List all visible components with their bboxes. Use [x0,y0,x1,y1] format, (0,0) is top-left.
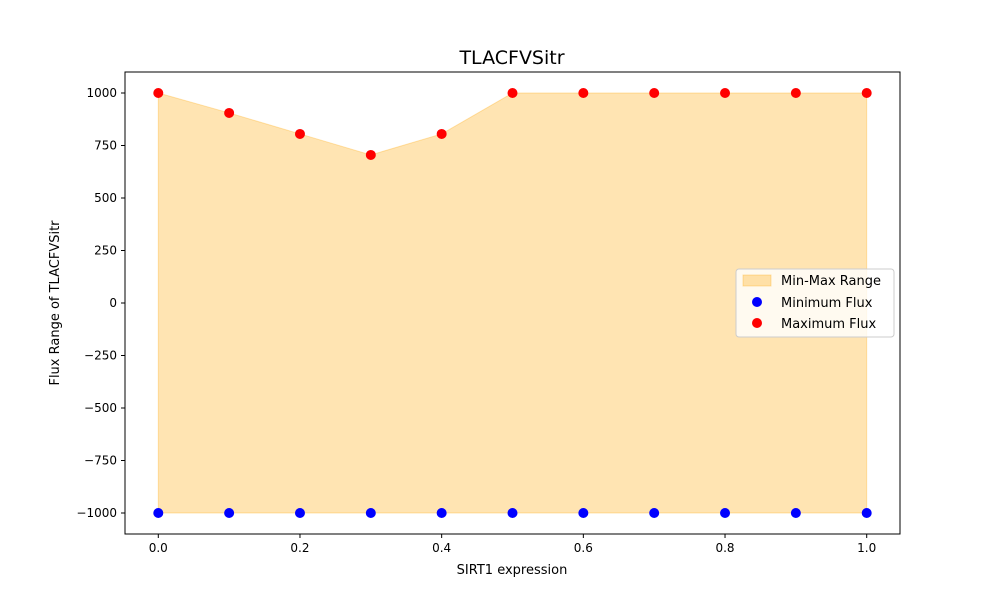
y-tick-label-1: 750 [94,139,117,153]
min-flux-point-8 [720,508,731,518]
legend-box [735,268,895,338]
legend-label-min: Minimum Flux [781,296,873,311]
max-flux-point-7 [649,88,660,98]
min-flux-point-5 [507,508,518,518]
max-flux-point-5 [507,88,518,98]
max-flux-point-1 [224,107,235,118]
x-tick-label-2: 0.4 [432,541,451,555]
y-tick-label-6: −500 [84,401,117,415]
min-flux-point-2 [294,508,305,518]
legend-label-range: Min-Max Range [781,274,881,289]
x-axis: 0.0 0.2 0.4 0.6 0.8 1.0 [149,534,876,555]
y-tick-label-8: −1000 [76,506,117,520]
y-tick-label-3: 250 [94,244,117,258]
max-flux-point-3 [365,149,376,160]
max-flux-point-0 [153,88,164,98]
max-flux-point-6 [578,88,589,98]
max-flux-point-9 [790,88,801,98]
y-tick-label-2: 500 [94,191,117,205]
points-layer [153,88,872,518]
x-tick-label-4: 0.8 [715,541,734,555]
min-flux-point-3 [365,508,376,518]
x-tick-label-5: 1.0 [857,541,876,555]
max-flux-point-4 [436,128,447,139]
x-axis-label: SIRT1 expression [457,563,568,578]
legend: Min-Max Range Minimum Flux Maximum Flux [735,268,895,338]
min-flux-point-1 [224,508,235,518]
x-tick-label-1: 0.2 [290,541,309,555]
y-tick-label-5: −250 [84,349,117,363]
min-flux-point-10 [861,508,872,518]
max-flux-point-2 [294,128,305,139]
max-flux-point-8 [720,88,731,98]
min-flux-point-9 [790,508,801,518]
legend-marker-min [752,297,762,307]
y-tick-label-4: 0 [109,296,117,310]
y-tick-label-7: −750 [84,454,117,468]
max-flux-point-10 [861,88,872,98]
y-axis-label: Flux Range of TLACFVSitr [48,220,63,386]
chart-title: TLACFVSitr [458,47,564,69]
legend-label-max: Maximum Flux [781,317,877,332]
min-flux-point-0 [153,508,164,518]
legend-marker-max [752,318,762,328]
min-flux-point-7 [649,508,660,518]
x-tick-label-3: 0.6 [574,541,593,555]
min-flux-point-4 [436,508,447,518]
y-axis: 1000 750 500 250 0 −250 −500 −750 −1000 [76,86,125,520]
x-tick-label-0: 0.0 [149,541,168,555]
legend-fill-swatch [742,274,772,287]
y-tick-label-0: 1000 [86,86,117,100]
min-flux-point-6 [578,508,589,518]
